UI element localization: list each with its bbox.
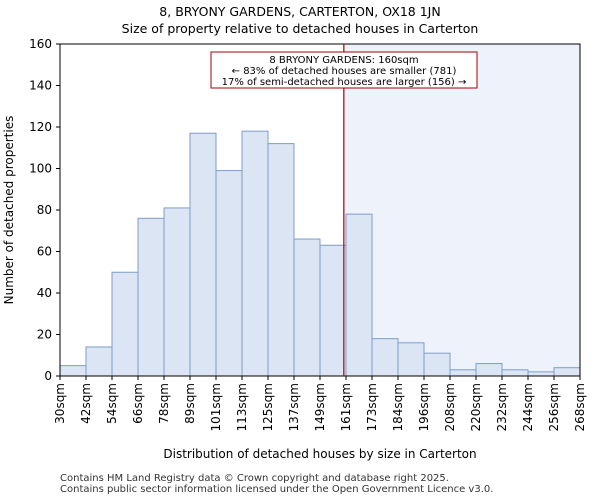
x-tick-label: 30sqm xyxy=(53,383,67,424)
y-tick-label: 120 xyxy=(29,120,52,134)
x-tick-label: 232sqm xyxy=(495,383,509,431)
x-tick-label: 220sqm xyxy=(469,383,483,431)
bar-42sqm xyxy=(85,346,113,377)
x-tick-label: 149sqm xyxy=(313,383,327,431)
x-tick-label: 101sqm xyxy=(209,383,223,431)
x-tick-label: 184sqm xyxy=(391,383,405,431)
bar-125sqm xyxy=(267,143,295,377)
bar-196sqm xyxy=(423,352,451,377)
y-tick-label: 60 xyxy=(37,245,52,259)
x-axis-label: Distribution of detached houses by size … xyxy=(163,447,476,461)
x-tick-label: 66sqm xyxy=(131,383,145,424)
plot-frame xyxy=(59,43,581,377)
y-tick-label: 80 xyxy=(37,203,52,217)
x-tick-label: 78sqm xyxy=(157,383,171,424)
bar-54sqm xyxy=(111,271,139,377)
annotation-line-3: 17% of semi-detached houses are larger (… xyxy=(222,77,467,88)
bar-149sqm xyxy=(319,244,347,377)
bar-184sqm xyxy=(397,342,425,377)
y-axis-label: Number of detached properties xyxy=(2,116,16,305)
y-axis-ticks: 0 20 40 60 80 100 120 140 160 xyxy=(29,37,60,383)
x-tick-label: 137sqm xyxy=(287,383,301,431)
x-tick-label: 113sqm xyxy=(235,383,249,431)
bar-173sqm xyxy=(371,338,399,377)
annotation-line-2: ← 83% of detached houses are smaller (78… xyxy=(232,66,457,77)
bar-78sqm xyxy=(163,207,191,377)
x-tick-label: 208sqm xyxy=(443,383,457,431)
x-tick-label: 54sqm xyxy=(105,383,119,424)
highlight-region xyxy=(343,44,580,376)
bar-232sqm xyxy=(501,369,529,377)
x-tick-label: 42sqm xyxy=(79,383,93,424)
y-tick-label: 140 xyxy=(29,79,52,93)
bar-113sqm xyxy=(241,130,269,377)
x-tick-label: 268sqm xyxy=(573,383,587,431)
x-tick-label: 161sqm xyxy=(339,383,353,431)
bar-244sqm xyxy=(527,371,555,377)
x-axis-ticks: 30sqm 42sqm 54sqm 66sqm 78sqm 89sqm 101sqm 113s… xyxy=(53,376,587,431)
bar-30sqm xyxy=(59,365,87,377)
x-tick-label: 256sqm xyxy=(547,383,561,431)
x-tick-label: 196sqm xyxy=(417,383,431,431)
annotation-box: 8 BRYONY GARDENS: 160sqm ← 83% of detach… xyxy=(210,51,478,89)
chart-subtitle: Size of property relative to detached ho… xyxy=(121,21,479,36)
bar-208sqm xyxy=(449,369,477,377)
x-tick-label: 125sqm xyxy=(261,383,275,431)
bar-89sqm xyxy=(189,132,217,377)
footer-line-2: Contains public sector information licen… xyxy=(60,484,494,495)
x-tick-label: 244sqm xyxy=(521,383,535,431)
annotation-line-1: 8 BRYONY GARDENS: 160sqm xyxy=(269,55,418,66)
bar-101sqm xyxy=(215,170,243,377)
y-tick-label: 100 xyxy=(29,162,52,176)
x-tick-label: 89sqm xyxy=(183,383,197,424)
chart-title: 8, BRYONY GARDENS, CARTERTON, OX18 1JN xyxy=(159,4,441,19)
bar-137sqm xyxy=(293,238,321,377)
y-tick-label: 0 xyxy=(44,369,52,383)
bar-66sqm xyxy=(137,217,165,377)
y-tick-label: 160 xyxy=(29,37,52,51)
x-tick-label: 173sqm xyxy=(365,383,379,431)
y-tick-label: 40 xyxy=(37,286,52,300)
bar-161sqm xyxy=(345,213,373,377)
y-tick-label: 20 xyxy=(37,328,52,342)
bars-group xyxy=(59,130,581,377)
bar-256sqm xyxy=(553,367,581,377)
annotation-frame xyxy=(210,51,478,89)
footer-line-1: Contains HM Land Registry data © Crown c… xyxy=(60,473,449,484)
bar-220sqm xyxy=(475,363,503,377)
